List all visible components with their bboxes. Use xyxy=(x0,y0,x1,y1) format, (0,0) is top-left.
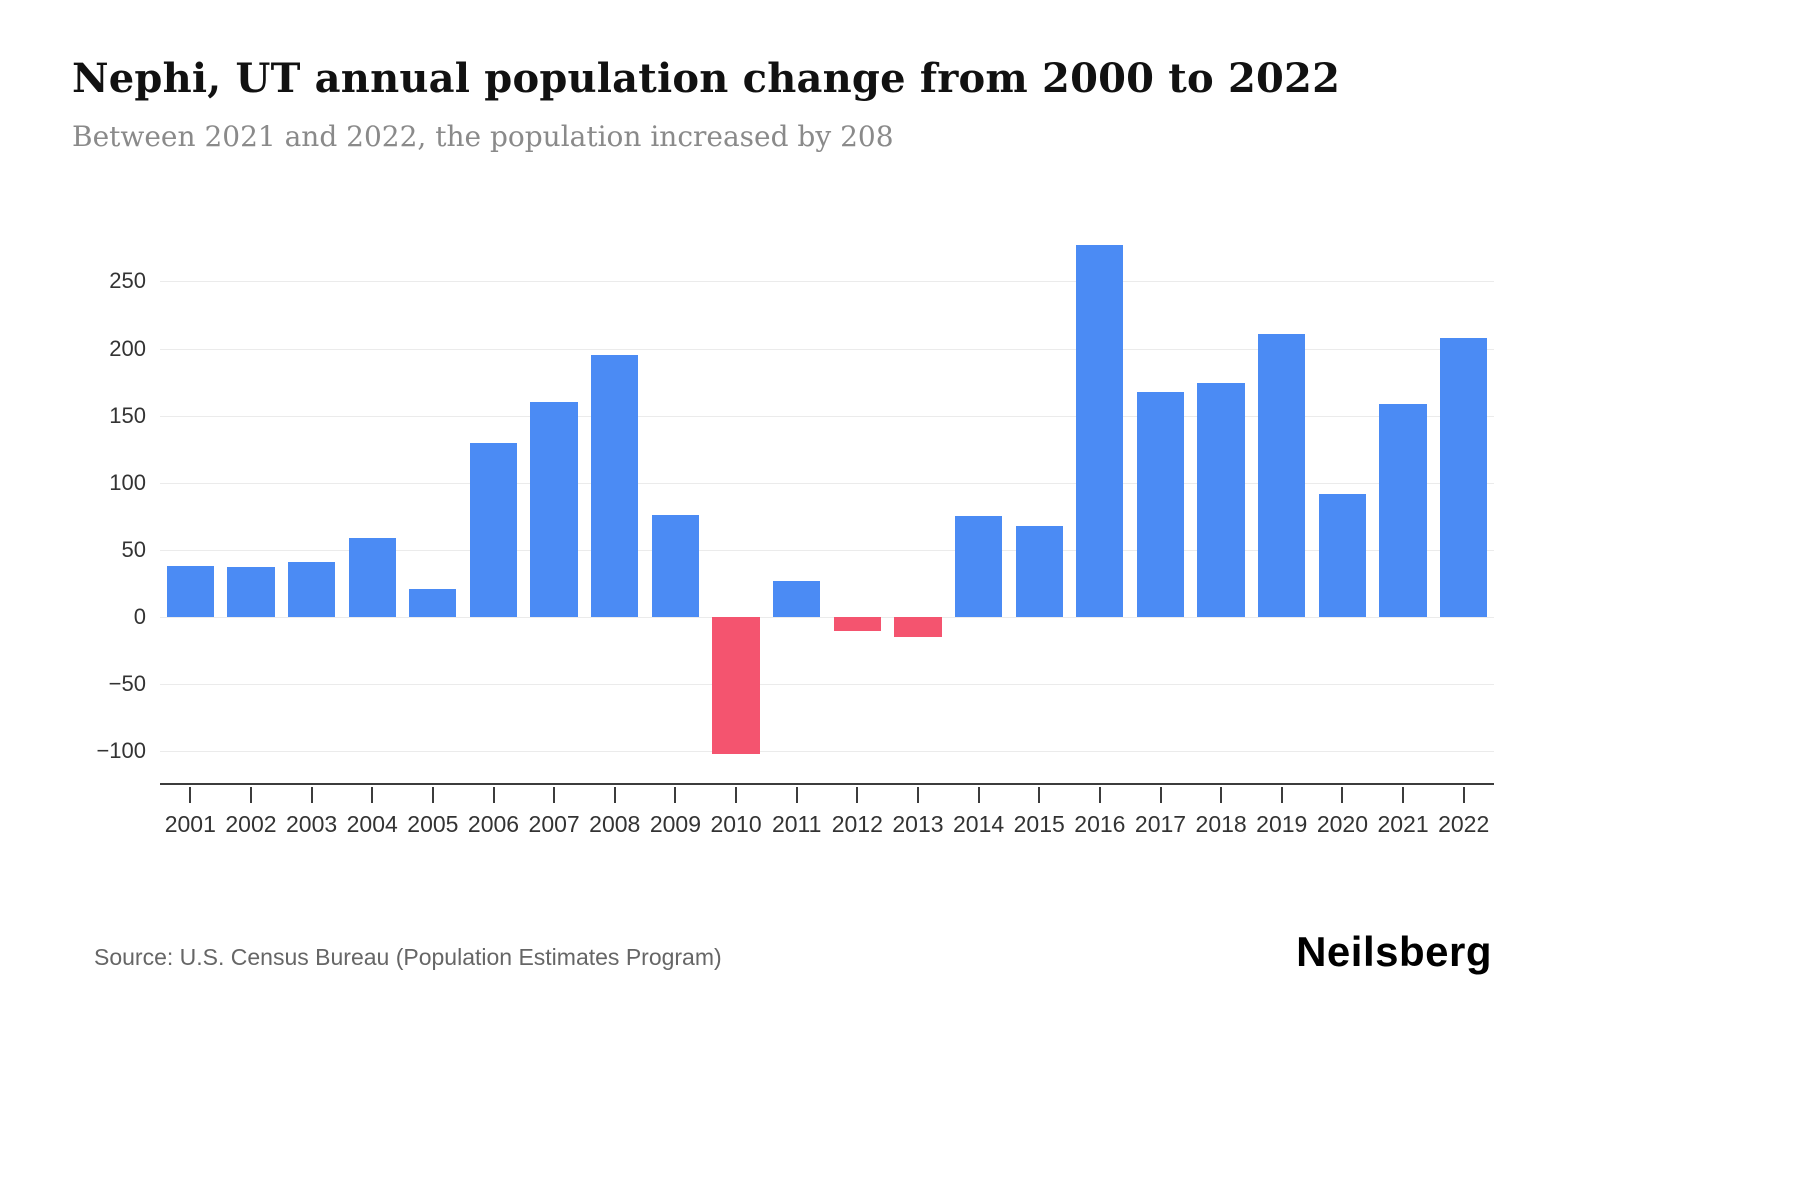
x-tick xyxy=(916,787,919,803)
x-tick xyxy=(189,787,192,803)
bar-2016 xyxy=(1076,245,1124,618)
x-tick-label: 2009 xyxy=(649,811,701,837)
bar-2012 xyxy=(833,617,881,631)
x-tick-label: 2012 xyxy=(831,811,883,837)
gridline xyxy=(160,751,1494,753)
x-tick xyxy=(431,787,434,803)
plot-area xyxy=(160,225,1494,785)
y-tick-label: 200 xyxy=(109,335,146,361)
x-tick xyxy=(1462,787,1465,803)
x-tick-label: 2016 xyxy=(1074,811,1126,837)
bar-2004 xyxy=(348,537,396,618)
x-tick-label: 2014 xyxy=(952,811,1005,837)
x-tick xyxy=(795,787,798,803)
y-tick-label: −50 xyxy=(108,671,146,697)
x-tick-label: 2018 xyxy=(1195,811,1247,837)
chart-subtitle: Between 2021 and 2022, the population in… xyxy=(72,120,894,153)
gridline xyxy=(160,684,1494,686)
x-tick-label: 2021 xyxy=(1377,811,1429,837)
x-tick-label: 2013 xyxy=(892,811,944,837)
x-tick-label: 2003 xyxy=(285,811,338,837)
bar-2001 xyxy=(166,566,214,618)
x-tick-label: 2004 xyxy=(346,811,398,837)
x-tick xyxy=(613,787,616,803)
bar-2021 xyxy=(1379,403,1427,618)
bar-2013 xyxy=(894,617,942,638)
y-tick-label: 0 xyxy=(133,604,146,630)
x-tick-label: 2006 xyxy=(467,811,520,837)
x-tick xyxy=(1038,787,1041,803)
bar-2014 xyxy=(954,516,1003,618)
bar-2005 xyxy=(409,588,457,618)
x-tick xyxy=(249,787,252,803)
gridline xyxy=(160,348,1494,350)
x-axis: 2001 2002 2003 2004 2005 2006 2007 2008 2009 2010… xyxy=(160,785,1494,857)
x-tick-label: 2005 xyxy=(407,811,459,837)
x-tick xyxy=(1098,787,1101,803)
x-tick-label: 2015 xyxy=(1013,811,1065,837)
chart: 250 200 150 100 50 0 −50 −100 2001 2002 2003 2004 2… xyxy=(72,225,1494,857)
x-tick xyxy=(674,787,677,803)
x-tick-label: 2020 xyxy=(1316,811,1368,837)
bar-2007 xyxy=(530,402,578,618)
gridline xyxy=(160,281,1494,283)
brand-logo: Neilsberg xyxy=(1296,928,1492,975)
bar-2019 xyxy=(1258,333,1306,618)
y-tick-label: 100 xyxy=(109,469,146,495)
bar-2009 xyxy=(651,515,700,618)
x-tick xyxy=(1402,787,1405,803)
bar-2010 xyxy=(712,617,760,755)
x-tick-label: 2019 xyxy=(1256,811,1308,837)
x-tick-label: 2010 xyxy=(710,811,762,837)
x-tick-label: 2017 xyxy=(1134,811,1187,837)
bar-2008 xyxy=(591,355,639,618)
x-tick xyxy=(856,787,859,803)
x-tick xyxy=(1341,787,1344,803)
x-tick xyxy=(371,787,374,803)
x-tick xyxy=(492,787,495,803)
x-tick-label: 2001 xyxy=(164,811,216,837)
x-tick xyxy=(735,787,738,803)
x-tick xyxy=(310,787,313,803)
chart-title: Nephi, UT annual population change from … xyxy=(72,55,1341,102)
bar-2018 xyxy=(1197,383,1245,618)
y-tick-label: 250 xyxy=(109,268,146,294)
y-axis-labels: 250 200 150 100 50 0 −50 −100 xyxy=(72,225,160,785)
gridline xyxy=(160,415,1494,417)
x-tick-label: 2002 xyxy=(225,811,277,837)
x-tick xyxy=(1159,787,1162,803)
x-tick xyxy=(1220,787,1223,803)
y-tick-label: −100 xyxy=(96,738,146,764)
source-note: Source: U.S. Census Bureau (Population E… xyxy=(94,944,722,970)
gridline xyxy=(160,549,1494,551)
x-tick xyxy=(977,787,980,803)
x-tick-label: 2007 xyxy=(528,811,580,837)
x-tick xyxy=(1280,787,1283,803)
x-tick xyxy=(553,787,556,803)
bar-2017 xyxy=(1136,391,1185,618)
x-axis-line xyxy=(160,783,1494,785)
bar-2002 xyxy=(227,567,275,618)
x-tick-label: 2011 xyxy=(771,811,822,837)
x-tick-label: 2022 xyxy=(1438,811,1490,837)
plot-row: 250 200 150 100 50 0 −50 −100 xyxy=(72,225,1494,785)
y-tick-label: 50 xyxy=(121,536,146,562)
bar-2022 xyxy=(1440,337,1488,618)
gridline xyxy=(160,482,1494,484)
y-tick-label: 150 xyxy=(109,402,146,428)
bar-2003 xyxy=(287,562,336,618)
bar-2020 xyxy=(1318,493,1367,618)
bar-2015 xyxy=(1015,525,1063,618)
gridline xyxy=(160,617,1494,619)
bar-2006 xyxy=(469,442,518,618)
bar-2011 xyxy=(773,580,821,618)
x-tick-label: 2008 xyxy=(589,811,641,837)
